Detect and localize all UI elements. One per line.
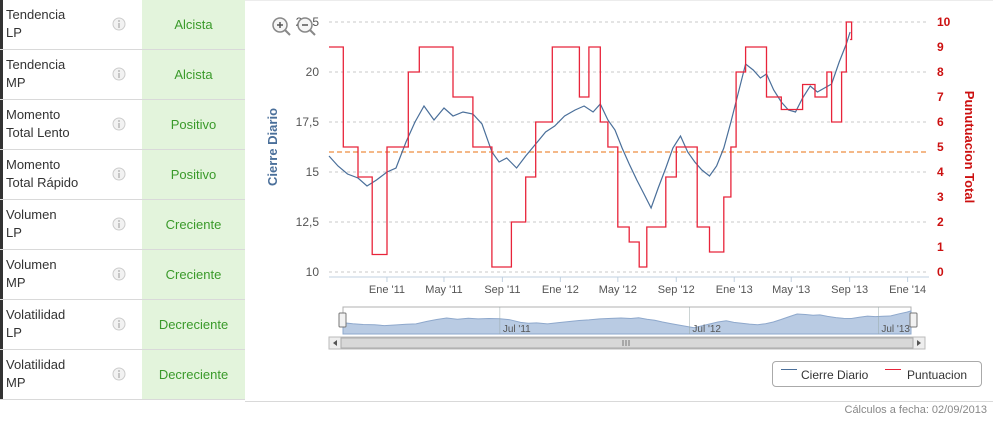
- y-left-tick-label: 10: [306, 265, 320, 279]
- zoom-out-icon[interactable]: [297, 17, 316, 36]
- x-tick-label: Sep '13: [831, 284, 868, 296]
- indicator-row: Volumen LP Creciente: [0, 200, 245, 250]
- navigator-area: [342, 310, 912, 335]
- x-tick-label: Ene '14: [889, 284, 926, 296]
- indicator-name: Volumen MP: [0, 250, 90, 299]
- y-right-tick-label: 8: [937, 65, 944, 79]
- info-icon[interactable]: [112, 117, 126, 131]
- indicator-value: Creciente: [142, 250, 245, 299]
- y-right-tick-label: 2: [937, 215, 944, 229]
- info-icon[interactable]: [112, 317, 126, 331]
- navigator-handle-right[interactable]: [909, 312, 918, 328]
- indicator-row: Volatilidad LP Decreciente: [0, 300, 245, 350]
- navigator-tick-label: Jul '11: [503, 324, 531, 335]
- indicator-name: Momento Total Lento: [0, 100, 90, 149]
- y-left-tick-label: 15: [306, 165, 320, 179]
- indicator-row: Momento Total Lento Positivo: [0, 100, 245, 150]
- chart-legend: Cierre Diario Puntuacion: [772, 361, 982, 387]
- indicator-value: Decreciente: [142, 300, 245, 349]
- scrollbar-thumb[interactable]: [340, 337, 914, 349]
- indicator-row: Volumen MP Creciente: [0, 250, 245, 300]
- info-icon[interactable]: [112, 17, 126, 31]
- info-icon[interactable]: [112, 217, 126, 231]
- indicator-row: Tendencia LP Alcista: [0, 0, 245, 50]
- y-right-tick-label: 3: [937, 190, 944, 204]
- y-left-tick-label: 12,5: [296, 215, 320, 229]
- x-tick-label: Ene '12: [542, 284, 579, 296]
- x-tick-label: May '11: [425, 284, 462, 296]
- legend-item-score[interactable]: Puntuacion: [907, 368, 968, 382]
- info-icon[interactable]: [112, 167, 126, 181]
- indicator-name: Volumen LP: [0, 200, 90, 249]
- calc-date-text: Cálculos a fecha: 02/09/2013: [844, 404, 988, 416]
- legend-item-close[interactable]: Cierre Diario: [801, 368, 869, 382]
- indicator-name: Momento Total Rápido: [0, 150, 90, 199]
- x-tick-label: Sep '12: [658, 284, 695, 296]
- x-tick-label: May '12: [599, 284, 637, 296]
- indicator-name: Volatilidad MP: [0, 350, 90, 399]
- x-tick-label: May '13: [772, 284, 810, 296]
- y-right-axis-title: Punutuacion Total: [962, 91, 977, 203]
- y-left-axis-title: Cierre Diario: [265, 108, 280, 186]
- scroll-right-arrow-icon[interactable]: [917, 340, 921, 346]
- y-right-tick-label: 5: [937, 140, 944, 154]
- indicator-row: Momento Total Rápido Positivo: [0, 150, 245, 200]
- y-right-tick-label: 7: [937, 90, 944, 104]
- y-left-tick-label: 20: [306, 65, 320, 79]
- indicator-value: Decreciente: [142, 350, 245, 399]
- series-line-cierre-diario: [328, 31, 851, 210]
- indicator-row: Tendencia MP Alcista: [0, 50, 245, 100]
- legend-swatch-score: [885, 369, 901, 370]
- series-line-puntuacion: [329, 21, 853, 268]
- bottom-rule: [245, 401, 993, 402]
- indicator-value: Creciente: [142, 200, 245, 249]
- y-left-tick-label: 17,5: [296, 115, 320, 129]
- indicator-value: Alcista: [142, 0, 245, 49]
- indicator-name: Tendencia MP: [0, 50, 90, 99]
- indicator-value: Positivo: [142, 150, 245, 199]
- navigator-handle-left[interactable]: [338, 312, 347, 328]
- y-right-tick-label: 9: [937, 40, 944, 54]
- legend-swatch-close: [781, 369, 797, 370]
- info-icon[interactable]: [112, 67, 126, 81]
- scroll-left-arrow-icon[interactable]: [333, 340, 337, 346]
- info-icon[interactable]: [112, 367, 126, 381]
- indicator-row: Volatilidad MP Decreciente: [0, 350, 245, 400]
- y-right-tick-label: 6: [937, 115, 944, 129]
- indicator-value: Positivo: [142, 100, 245, 149]
- indicator-table: Tendencia LP Alcista Tendencia MP Alcista Mo…: [0, 0, 245, 400]
- indicator-name: Volatilidad LP: [0, 300, 90, 349]
- y-right-tick-label: 10: [937, 15, 951, 29]
- x-tick-label: Sep '11: [484, 284, 520, 296]
- info-icon[interactable]: [112, 267, 126, 281]
- x-tick-label: Ene '13: [716, 284, 753, 296]
- y-right-tick-label: 4: [937, 165, 944, 179]
- y-right-tick-label: 0: [937, 265, 944, 279]
- zoom-in-icon[interactable]: [272, 17, 291, 36]
- indicator-name: Tendencia LP: [0, 0, 90, 49]
- y-right-tick-label: 1: [937, 240, 944, 254]
- x-tick-label: Ene '11: [369, 284, 405, 296]
- indicator-value: Alcista: [142, 50, 245, 99]
- top-rule: [245, 0, 993, 1]
- navigator-tick-label: Jul '13: [881, 324, 910, 335]
- navigator-tick-label: Jul '12: [692, 324, 721, 335]
